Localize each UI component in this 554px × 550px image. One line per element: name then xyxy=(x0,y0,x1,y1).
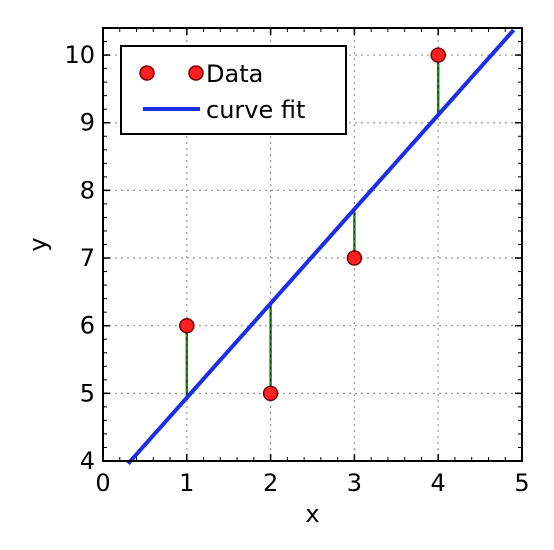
ticks: 0 1 2 3 4 5 4 5 6 7 8 9 10 xyxy=(64,27,530,497)
fit-line-layer xyxy=(126,28,516,466)
data-point xyxy=(430,47,446,63)
y-tick-label: 8 xyxy=(80,176,95,204)
x-tick-label: 3 xyxy=(347,469,362,497)
y-tick-label: 6 xyxy=(80,312,95,340)
legend-marker-data-left xyxy=(139,65,155,81)
data-point xyxy=(262,385,279,402)
data-point xyxy=(346,250,363,266)
legend: Data curve fit xyxy=(120,45,347,135)
legend-marker-data-right xyxy=(188,65,204,81)
legend-label-curve-fit: curve fit xyxy=(206,96,305,124)
x-tick-label: 4 xyxy=(431,469,446,497)
y-tick-label: 5 xyxy=(80,379,95,407)
x-tick-label: 2 xyxy=(263,469,278,497)
x-tick-label: 0 xyxy=(95,469,110,497)
data-points xyxy=(179,47,446,402)
y-tick-label: 9 xyxy=(80,109,95,137)
x-tick-label: 5 xyxy=(514,469,529,497)
x-axis-label: x xyxy=(305,500,319,528)
y-tick-label: 10 xyxy=(64,41,95,69)
data-point xyxy=(179,317,195,334)
legend-label-data: Data xyxy=(206,60,263,88)
residuals xyxy=(185,55,440,401)
y-tick-label: 7 xyxy=(80,244,95,272)
y-axis-label: y xyxy=(24,237,52,251)
x-tick-label: 1 xyxy=(179,469,194,497)
curve-fit-line xyxy=(126,28,516,466)
legend-box xyxy=(120,45,347,135)
y-tick-label: 4 xyxy=(80,447,95,475)
